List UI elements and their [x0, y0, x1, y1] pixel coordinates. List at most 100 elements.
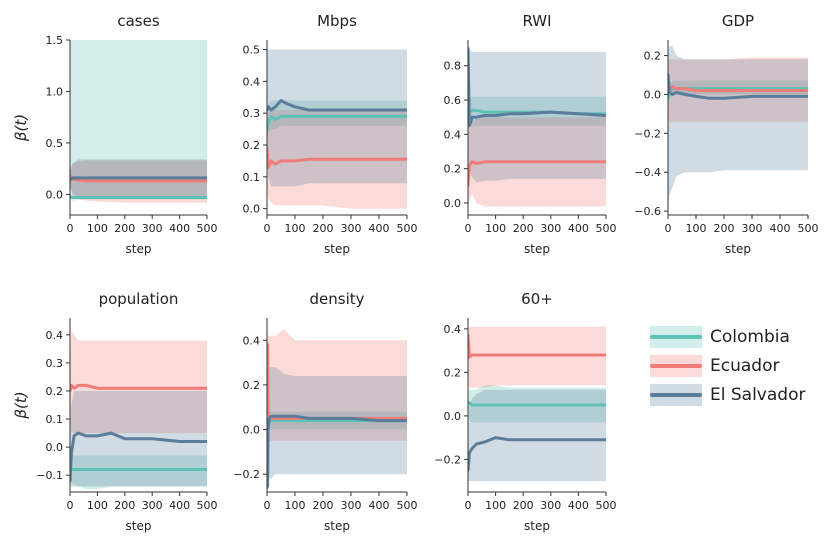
legend-item-colombia: Colombia: [650, 322, 820, 351]
xtick-label-population: 300: [142, 499, 163, 512]
xtick-label-mbps: 500: [397, 222, 418, 235]
xtick-label-density: 300: [341, 499, 362, 512]
xtick-label-rwi: 400: [568, 222, 589, 235]
panel-title-60: 60+: [521, 290, 553, 308]
legend-line-ecuador: [650, 363, 702, 368]
ytick-label-rwi: 0.2: [444, 163, 462, 176]
ytick-label-density: 0.4: [243, 334, 261, 347]
xtick-label-cases: 300: [142, 222, 163, 235]
panel-cases: 0.0 0.5 1.0 1.5 0 100 200 300 400 500 cases step β(t…: [12, 12, 218, 256]
y-axis-label-cases: β(t): [12, 114, 30, 142]
plot-area-rwi: [468, 47, 606, 212]
ytick-label-mbps: 0.0: [243, 203, 261, 216]
xtick-label-population: 500: [197, 499, 218, 512]
band-ecuador-rwi: [468, 117, 606, 212]
ytick-label-density: −0.2: [233, 468, 260, 481]
xtick-label-population: 200: [114, 499, 135, 512]
xtick-label-cases: 200: [114, 222, 135, 235]
ytick-label-mbps: 0.5: [243, 44, 261, 57]
xtick-label-60: 400: [568, 499, 589, 512]
xtick-label-60: 100: [485, 499, 506, 512]
band-ecuador-60: [468, 326, 606, 388]
xtick-label-gdp: 400: [770, 222, 791, 235]
y-axis-label-population: β(t): [12, 391, 30, 419]
line-ecuador-mbps: [267, 146, 407, 169]
legend-line-colombia: [650, 334, 702, 339]
x-axis-label-population: step: [126, 519, 152, 533]
panel-title-mbps: Mbps: [317, 12, 357, 30]
panel-title-cases: cases: [117, 12, 159, 30]
xtick-label-population: 0: [67, 499, 74, 512]
xtick-label-rwi: 100: [485, 222, 506, 235]
band-colombia-gdp: [668, 80, 808, 105]
ytick-label-population: 0.2: [46, 385, 64, 398]
legend-label-el-salvador: El Salvador: [710, 384, 806, 405]
xtick-label-cases: 500: [197, 222, 218, 235]
ytick-label-rwi: 0.8: [444, 60, 462, 73]
plot-area-gdp: [668, 45, 808, 208]
plot-area-mbps: [267, 49, 407, 209]
plot-area-cases: [70, 40, 207, 203]
ytick-label-mbps: 0.2: [243, 139, 261, 152]
line-el-salvador-population: [70, 431, 207, 483]
ytick-label-population: 0.0: [46, 441, 64, 454]
band-el-salvador-60: [468, 389, 606, 482]
band-ecuador-population: [70, 329, 207, 434]
panel-mbps: 0.0 0.1 0.2 0.3 0.4 0.5 0 100 200 300 400 500 Mbps st…: [243, 12, 418, 256]
ytick-label-mbps: 0.4: [243, 75, 261, 88]
xtick-label-gdp: 300: [742, 222, 763, 235]
legend-item-ecuador: Ecuador: [650, 351, 820, 380]
ytick-label-gdp: −0.2: [634, 127, 661, 140]
xtick-label-population: 400: [169, 499, 190, 512]
panel-gdp: −0.6 −0.4 −0.2 0.0 0.2 0 100 200 300 400 500 GDP ste…: [634, 12, 818, 256]
line-colombia-population: [70, 465, 207, 471]
xtick-label-60: 0: [465, 499, 472, 512]
xtick-label-gdp: 500: [798, 222, 819, 235]
xtick-label-mbps: 400: [369, 222, 390, 235]
xtick-label-density: 500: [397, 499, 418, 512]
xtick-label-rwi: 200: [513, 222, 534, 235]
ytick-label-density: 0.0: [243, 424, 261, 437]
xtick-label-cases: 100: [87, 222, 108, 235]
ytick-label-rwi: 0.6: [444, 94, 462, 107]
ytick-label-gdp: −0.4: [634, 166, 661, 179]
legend-item-el-salvador: El Salvador: [650, 380, 820, 409]
line-ecuador-population: [70, 383, 207, 393]
ytick-label-population: 0.1: [46, 413, 64, 426]
ytick-label-rwi: 0.4: [444, 128, 462, 141]
legend-swatch-ecuador: [650, 354, 702, 377]
band-colombia-cases: [70, 40, 207, 201]
xtick-label-mbps: 0: [264, 222, 271, 235]
legend: Colombia Ecuador El Salvador: [650, 322, 820, 409]
x-axis-label-cases: step: [126, 242, 152, 256]
line-ecuador-60: [468, 333, 606, 359]
ytick-label-population: 0.4: [46, 329, 64, 342]
line-ecuador-gdp: [668, 83, 808, 93]
ytick-label-60: 0.0: [444, 410, 462, 423]
x-axis-label-mbps: step: [324, 242, 350, 256]
x-axis-label-rwi: step: [524, 242, 550, 256]
ytick-label-population: −0.1: [36, 469, 63, 482]
ytick-label-60: 0.4: [444, 323, 462, 336]
xtick-label-density: 200: [313, 499, 334, 512]
line-el-salvador-gdp: [668, 73, 808, 100]
xtick-label-60: 300: [540, 499, 561, 512]
ytick-label-mbps: 0.3: [243, 107, 261, 120]
line-el-salvador-60: [468, 436, 606, 472]
ytick-label-cases: 0.5: [46, 137, 64, 150]
legend-line-el-salvador: [650, 392, 702, 397]
xtick-label-rwi: 500: [596, 222, 617, 235]
xtick-label-gdp: 100: [686, 222, 707, 235]
legend-swatch-el-salvador: [650, 383, 702, 406]
panel-density: −0.2 0.0 0.2 0.4 0 100 200 300 400 500 density step: [233, 290, 417, 533]
legend-label-colombia: Colombia: [710, 326, 790, 347]
line-el-salvador-rwi: [468, 47, 606, 128]
xtick-label-60: 500: [596, 499, 617, 512]
ytick-label-60: −0.2: [434, 453, 461, 466]
line-colombia-cases: [70, 195, 207, 199]
plot-area-density: [267, 329, 407, 490]
panel-title-rwi: RWI: [522, 12, 551, 30]
panel-population: −0.1 0.0 0.1 0.2 0.3 0.4 0 100 200 300 400 500 popul…: [12, 290, 218, 533]
xtick-label-mbps: 200: [313, 222, 334, 235]
